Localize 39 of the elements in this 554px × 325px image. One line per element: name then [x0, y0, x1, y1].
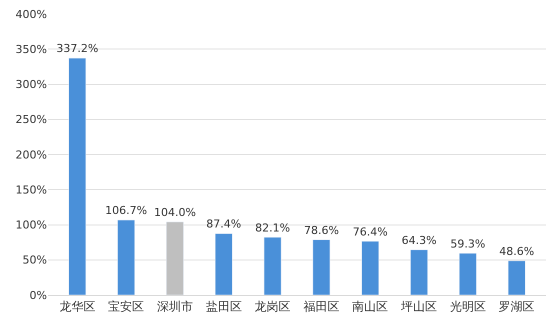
bar	[68, 58, 86, 295]
x-tick-label: 龙岗区	[254, 299, 291, 314]
data-label: 104.0%	[154, 206, 196, 219]
data-label: 76.4%	[352, 225, 388, 238]
x-tick-label: 宝安区	[108, 299, 144, 314]
y-tick-label: 250%	[16, 113, 47, 126]
y-tick-label: 300%	[16, 78, 47, 92]
y-tick-label: 200%	[16, 148, 47, 162]
bar	[508, 260, 526, 295]
data-label: 337.2%	[56, 42, 98, 56]
x-tick-label: 光明区	[450, 299, 486, 314]
bar	[214, 233, 233, 295]
x-tick-label: 罗湖区	[498, 299, 535, 314]
bar	[264, 237, 282, 295]
y-tick-label: 100%	[16, 218, 47, 232]
bar	[410, 250, 428, 295]
y-tick-label: 350%	[16, 42, 47, 56]
y-tick-label: 150%	[16, 183, 47, 196]
x-tick-label: 福田区	[303, 299, 340, 314]
y-tick-label: 400%	[16, 8, 47, 21]
bar	[117, 220, 135, 295]
bar	[361, 241, 380, 295]
y-tick-label: 50%	[22, 254, 47, 267]
x-tick-label: 龙华区	[59, 299, 96, 314]
data-label: 64.3%	[402, 234, 437, 247]
data-label: 87.4%	[206, 218, 242, 231]
data-label: 82.1%	[255, 221, 290, 234]
bar	[459, 253, 477, 295]
x-tick-label: 坪山区	[400, 299, 438, 314]
x-tick-label: 盐田区	[206, 299, 242, 314]
data-label: 48.6%	[499, 244, 534, 258]
x-tick-label: 南山区	[352, 299, 388, 314]
bar	[166, 222, 184, 295]
x-tick-label: 深圳市	[156, 299, 193, 314]
data-label: 78.6%	[304, 224, 339, 237]
data-label: 59.3%	[450, 237, 486, 250]
bar	[312, 240, 330, 295]
data-label: 106.7%	[105, 204, 148, 218]
y-tick-label: 0%	[30, 288, 47, 302]
